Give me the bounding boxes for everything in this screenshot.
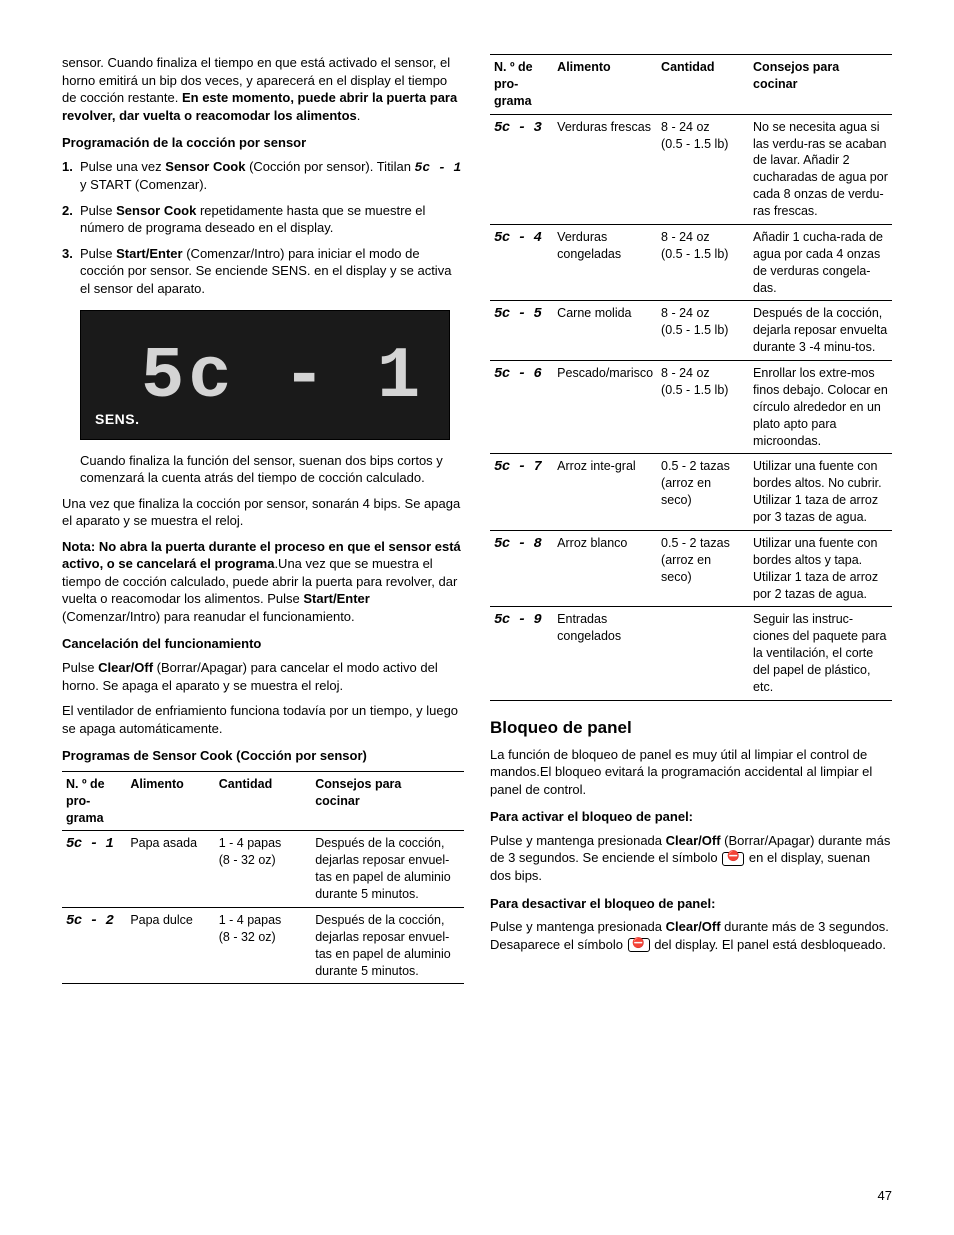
th-programa: N. º depro-grama	[490, 55, 553, 115]
th-cantidad: Cantidad	[215, 771, 311, 831]
step-text: Pulse Sensor Cook repetidamente hasta qu…	[80, 202, 464, 237]
cell-cantidad: 0.5 - 2 tazas(arroz en seco)	[657, 454, 749, 531]
step-text: Pulse una vez Sensor Cook (Cocción por s…	[80, 158, 464, 194]
activar-text: Pulse y mantenga presionada Clear/Off (B…	[490, 832, 892, 885]
desactivar-text: Pulse y mantenga presionada Clear/Off du…	[490, 918, 892, 953]
heading-cancelacion: Cancelación del funcionamiento	[62, 635, 464, 653]
cell-cantidad	[657, 607, 749, 700]
display-digits: 5c - 1	[141, 329, 424, 426]
th-consejos: Consejos paracocinar	[749, 55, 892, 115]
step-text: Pulse Start/Enter (Comenzar/Intro) para …	[80, 245, 464, 298]
step-1: 1. Pulse una vez Sensor Cook (Cocción po…	[62, 158, 464, 194]
cell-code: 5c - 4	[490, 224, 553, 301]
th-programa: N. º depro-grama	[62, 771, 126, 831]
cell-alimento: Papa asada	[126, 831, 214, 908]
table-row: 5c - 1Papa asada1 - 4 papas(8 - 32 oz)De…	[62, 831, 464, 908]
cell-cantidad: 1 - 4 papas(8 - 32 oz)	[215, 907, 311, 984]
intro-paragraph: sensor. Cuando finaliza el tiempo en que…	[62, 54, 464, 124]
cell-cantidad: 8 - 24 oz(0.5 - 1.5 lb)	[657, 361, 749, 454]
cell-alimento: Arroz inte-gral	[553, 454, 657, 531]
cell-consejos: Después de la cocción, dejarla reposar e…	[749, 301, 892, 361]
step-3: 3. Pulse Start/Enter (Comenzar/Intro) pa…	[62, 245, 464, 298]
lock-icon	[628, 938, 650, 952]
step-number: 2.	[62, 202, 80, 237]
programs-table-2: N. º depro-grama Alimento Cantidad Conse…	[490, 54, 892, 701]
step-2: 2. Pulse Sensor Cook repetidamente hasta…	[62, 202, 464, 237]
intro-end: .	[357, 108, 361, 123]
cancel-paragraph: Pulse Clear/Off (Borrar/Apagar) para can…	[62, 659, 464, 694]
heading-bloqueo: Bloqueo de panel	[490, 717, 892, 740]
cell-alimento: Carne molida	[553, 301, 657, 361]
bloqueo-intro: La función de bloqueo de panel es muy út…	[490, 746, 892, 799]
table-row: 5c - 6Pescado/marisco8 - 24 oz(0.5 - 1.5…	[490, 361, 892, 454]
table-row: 5c - 3Verduras frescas8 - 24 oz(0.5 - 1.…	[490, 114, 892, 224]
microwave-display: 5c - 1 SENS.	[80, 310, 450, 440]
cell-consejos: Seguir las instruc-ciones del paquete pa…	[749, 607, 892, 700]
table-row: 5c - 8Arroz blanco0.5 - 2 tazas(arroz en…	[490, 530, 892, 607]
heading-activar: Para activar el bloqueo de panel:	[490, 808, 892, 826]
th-cantidad: Cantidad	[657, 55, 749, 115]
table-row: 5c - 5Carne molida8 - 24 oz(0.5 - 1.5 lb…	[490, 301, 892, 361]
cell-cantidad: 8 - 24 oz(0.5 - 1.5 lb)	[657, 114, 749, 224]
una-vez-text: Una vez que finaliza la cocción por sens…	[62, 495, 464, 530]
display-sens-label: SENS.	[95, 410, 140, 429]
cell-code: 5c - 7	[490, 454, 553, 531]
th-alimento: Alimento	[553, 55, 657, 115]
lock-icon	[722, 852, 744, 866]
cell-consejos: Enrollar los extre-mos finos debajo. Col…	[749, 361, 892, 454]
cell-alimento: Verduras congeladas	[553, 224, 657, 301]
cell-code: 5c - 6	[490, 361, 553, 454]
left-column: sensor. Cuando finaliza el tiempo en que…	[62, 54, 464, 992]
step-number: 1.	[62, 158, 80, 194]
table-row: 5c - 2Papa dulce1 - 4 papas(8 - 32 oz)De…	[62, 907, 464, 984]
page-number: 47	[878, 1187, 892, 1205]
cell-code: 5c - 2	[62, 907, 126, 984]
th-consejos: Consejos paracocinar	[311, 771, 464, 831]
cell-cantidad: 1 - 4 papas(8 - 32 oz)	[215, 831, 311, 908]
cell-consejos: Utilizar una fuente con bordes altos. No…	[749, 454, 892, 531]
cell-code: 5c - 1	[62, 831, 126, 908]
cell-code: 5c - 5	[490, 301, 553, 361]
programs-table-1: N. º depro-grama Alimento Cantidad Conse…	[62, 771, 464, 985]
cell-consejos: No se necesita agua si las verdu-ras se …	[749, 114, 892, 224]
heading-desactivar: Para desactivar el bloqueo de panel:	[490, 895, 892, 913]
cell-consejos: Después de la cocción, dejarlas reposar …	[311, 907, 464, 984]
table-row: 5c - 7Arroz inte-gral0.5 - 2 tazas(arroz…	[490, 454, 892, 531]
cell-cantidad: 8 - 24 oz(0.5 - 1.5 lb)	[657, 224, 749, 301]
heading-programacion: Programación de la cocción por sensor	[62, 134, 464, 152]
step-number: 3.	[62, 245, 80, 298]
cell-alimento: Arroz blanco	[553, 530, 657, 607]
nota-paragraph: Nota: No abra la puerta durante el proce…	[62, 538, 464, 626]
cell-consejos: Después de la cocción, dejarlas reposar …	[311, 831, 464, 908]
cell-alimento: Papa dulce	[126, 907, 214, 984]
cancel-p2: El ventilador de enfriamiento funciona t…	[62, 702, 464, 737]
after-display-text: Cuando finaliza la función del sensor, s…	[62, 452, 464, 487]
cell-alimento: Verduras frescas	[553, 114, 657, 224]
steps-list: 1. Pulse una vez Sensor Cook (Cocción po…	[62, 158, 464, 298]
cell-consejos: Utilizar una fuente con bordes altos y t…	[749, 530, 892, 607]
table-row: 5c - 4Verduras congeladas8 - 24 oz(0.5 -…	[490, 224, 892, 301]
cell-consejos: Añadir 1 cucha-rada de agua por cada 4 o…	[749, 224, 892, 301]
cell-code: 5c - 9	[490, 607, 553, 700]
cell-cantidad: 8 - 24 oz(0.5 - 1.5 lb)	[657, 301, 749, 361]
th-alimento: Alimento	[126, 771, 214, 831]
right-column: N. º depro-grama Alimento Cantidad Conse…	[490, 54, 892, 992]
cell-code: 5c - 3	[490, 114, 553, 224]
cell-code: 5c - 8	[490, 530, 553, 607]
cell-cantidad: 0.5 - 2 tazas(arroz en seco)	[657, 530, 749, 607]
cell-alimento: Entradas congelados	[553, 607, 657, 700]
table-row: 5c - 9Entradas congelados Seguir las inst…	[490, 607, 892, 700]
cell-alimento: Pescado/marisco	[553, 361, 657, 454]
heading-programas: Programas de Sensor Cook (Cocción por se…	[62, 747, 464, 765]
